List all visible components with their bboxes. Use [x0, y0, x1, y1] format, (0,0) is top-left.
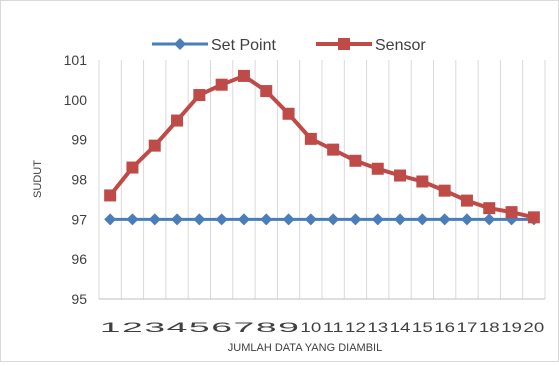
- x-tick-label-12: 13: [367, 319, 388, 335]
- point-sensor-1: [104, 189, 117, 202]
- x-tick-label-6: 7: [234, 319, 255, 335]
- legend-marker-sensor: [338, 38, 350, 50]
- x-tick-label-3: 4: [167, 319, 188, 335]
- point-sensor-15: [416, 175, 429, 188]
- point-set-point-10: [304, 213, 317, 226]
- point-set-point-1: [104, 213, 117, 226]
- point-set-point-2: [126, 213, 139, 226]
- point-set-point-14: [394, 213, 407, 226]
- point-set-point-13: [371, 213, 384, 226]
- legend: Set Point Sensor: [152, 37, 426, 54]
- point-set-point-17: [460, 213, 473, 226]
- x-axis-label: JUMLAH DATA YANG DIAMBIL: [228, 342, 382, 354]
- x-tick-label-0: 1: [100, 319, 121, 335]
- point-set-point-7: [237, 213, 250, 226]
- point-sensor-7: [237, 69, 250, 82]
- y-tick-label-0: 95: [71, 291, 87, 307]
- point-sensor-9: [282, 107, 295, 120]
- x-tick-label-17: 18: [479, 319, 500, 335]
- point-sensor-18: [483, 202, 496, 215]
- legend-label-set-point: Set Point: [211, 37, 276, 54]
- point-sensor-11: [327, 143, 340, 156]
- x-tick-label-19: 20: [523, 319, 544, 335]
- point-set-point-11: [327, 213, 340, 226]
- point-sensor-5: [193, 89, 206, 102]
- point-sensor-3: [148, 139, 161, 152]
- x-tick-label-7: 8: [256, 319, 277, 335]
- point-sensor-16: [438, 184, 451, 197]
- point-sensor-14: [394, 169, 407, 182]
- point-set-point-16: [438, 213, 451, 226]
- point-set-point-5: [193, 213, 206, 226]
- point-sensor-13: [371, 162, 384, 175]
- x-tick-label-14: 15: [412, 319, 433, 335]
- x-tick-label-5: 6: [211, 319, 232, 335]
- y-axis-label: SUDUT: [32, 160, 44, 198]
- point-set-point-12: [349, 213, 362, 226]
- legend-label-sensor: Sensor: [375, 37, 426, 54]
- series-markers: [104, 69, 540, 226]
- x-tick-label-4: 5: [189, 319, 210, 335]
- y-tick-label-4: 99: [71, 132, 87, 148]
- legend-item-set-point: Set Point: [152, 37, 276, 54]
- point-sensor-6: [215, 78, 228, 91]
- x-tick-label-9: 10: [300, 319, 321, 335]
- point-set-point-15: [416, 213, 429, 226]
- x-tick-label-10: 11: [323, 319, 344, 335]
- grid-lines: [98, 60, 546, 299]
- point-set-point-18: [483, 213, 496, 226]
- y-tick-label-3: 98: [71, 172, 87, 188]
- legend-item-sensor: Sensor: [316, 37, 426, 54]
- y-tick-labels: 95 96 97 98 99 100 101: [64, 52, 88, 307]
- y-tick-label-2: 97: [71, 211, 87, 227]
- x-tick-label-15: 16: [434, 319, 455, 335]
- point-sensor-19: [505, 206, 518, 219]
- x-tick-label-8: 9: [278, 319, 299, 335]
- point-sensor-12: [349, 154, 362, 167]
- point-sensor-8: [260, 85, 273, 98]
- point-set-point-9: [282, 213, 295, 226]
- point-sensor-17: [460, 194, 473, 207]
- point-sensor-10: [304, 132, 317, 145]
- x-tick-label-13: 14: [390, 319, 411, 335]
- x-tick-label-1: 2: [122, 319, 143, 335]
- x-tick-label-2: 3: [144, 319, 165, 335]
- point-set-point-3: [148, 213, 161, 226]
- x-tick-label-18: 19: [501, 319, 522, 335]
- point-set-point-4: [171, 213, 184, 226]
- legend-marker-set-point: [174, 38, 186, 50]
- x-tick-label-16: 17: [457, 319, 478, 335]
- y-tick-label-6: 101: [64, 52, 88, 68]
- x-tick-label-11: 12: [345, 319, 366, 335]
- point-sensor-2: [126, 161, 139, 174]
- point-sensor-4: [171, 114, 184, 127]
- y-tick-label-5: 100: [64, 92, 88, 108]
- point-set-point-8: [260, 213, 273, 226]
- point-sensor-20: [527, 211, 540, 224]
- point-set-point-6: [215, 213, 228, 226]
- x-tick-labels: 1 2 3 4 5 6 7 8 9 10 11 12 13 14 15 16 17 18 19 20: [100, 319, 545, 335]
- y-tick-label-1: 96: [71, 251, 87, 267]
